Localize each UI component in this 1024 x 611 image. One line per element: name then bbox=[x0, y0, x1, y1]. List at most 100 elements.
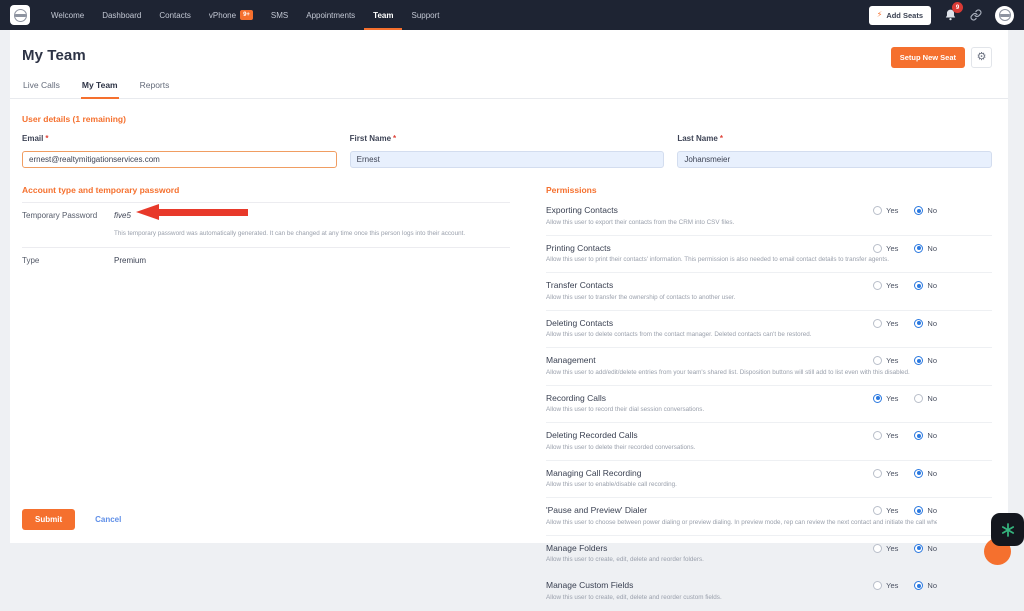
user-details-heading: User details (1 remaining) bbox=[22, 114, 126, 124]
permission-no-option[interactable]: No bbox=[914, 318, 937, 328]
add-seats-button[interactable]: ⚡ Add Seats bbox=[868, 5, 931, 25]
required-marker: * bbox=[393, 134, 397, 143]
permission-yes-option[interactable]: Yes bbox=[873, 468, 898, 478]
permission-yes-option[interactable]: Yes bbox=[873, 281, 898, 290]
nav-item-team[interactable]: Team bbox=[364, 0, 403, 30]
permissions-heading: Permissions bbox=[546, 185, 597, 195]
radio-yes bbox=[873, 468, 883, 478]
permission-no-option[interactable]: No bbox=[914, 206, 937, 215]
required-marker: * bbox=[719, 134, 723, 143]
setup-new-seat-button[interactable]: Setup New Seat bbox=[890, 47, 965, 68]
tab-live-calls[interactable]: Live Calls bbox=[23, 80, 60, 90]
permission-no-option[interactable]: No bbox=[914, 393, 937, 403]
account-heading: Account type and temporary password bbox=[22, 185, 510, 203]
radio-yes bbox=[873, 243, 883, 253]
permission-no-option[interactable]: No bbox=[914, 581, 937, 590]
submit-button[interactable]: Submit bbox=[22, 509, 76, 530]
tab-reports[interactable]: Reports bbox=[139, 80, 170, 90]
assistant-widget[interactable] bbox=[991, 513, 1024, 546]
permission-no-option[interactable]: No bbox=[914, 356, 937, 365]
cancel-link[interactable]: Cancel bbox=[95, 515, 122, 524]
required-marker: * bbox=[45, 134, 49, 143]
temporary-password-value: five5 bbox=[114, 211, 131, 220]
permission-yes-option[interactable]: Yes bbox=[873, 506, 898, 515]
add-seats-icon: ⚡ bbox=[876, 10, 883, 19]
first-name-field[interactable] bbox=[349, 151, 665, 168]
radio-yes bbox=[873, 581, 883, 590]
permission-yes-option[interactable]: Yes bbox=[873, 318, 898, 328]
nav-item-vphone[interactable]: vPhone 9+ bbox=[200, 0, 262, 30]
vphone-count-badge: 9+ bbox=[240, 10, 253, 20]
radio-no bbox=[914, 468, 924, 478]
permission-row: Manage Custom Fields Allow this user to … bbox=[546, 573, 992, 611]
logo-icon bbox=[13, 8, 27, 22]
permission-yes-option[interactable]: Yes bbox=[873, 431, 898, 440]
account-type-value: Premium bbox=[114, 256, 147, 265]
permission-row: Printing Contacts Allow this user to pri… bbox=[546, 236, 992, 273]
first-name-field-group: First Name * bbox=[349, 134, 665, 168]
radio-no bbox=[914, 506, 924, 515]
link-icon bbox=[970, 9, 982, 21]
radio-yes bbox=[873, 356, 883, 365]
gear-icon: ⚙ bbox=[976, 51, 987, 63]
radio-no bbox=[914, 393, 924, 403]
last-name-field[interactable] bbox=[677, 151, 993, 168]
nav-item-contacts[interactable]: Contacts bbox=[159, 10, 191, 20]
permission-yes-option[interactable]: Yes bbox=[873, 206, 898, 215]
temporary-password-note: This temporary password was automaticall… bbox=[114, 230, 466, 237]
radio-no bbox=[914, 281, 924, 290]
email-field-group: Email * bbox=[22, 134, 337, 168]
radio-yes bbox=[873, 506, 883, 515]
permission-no-option[interactable]: No bbox=[914, 243, 937, 253]
permission-row: 'Pause and Preview' Dialer Allow this us… bbox=[546, 498, 992, 536]
account-type-label: Type bbox=[22, 256, 40, 265]
nav-item-appointments[interactable]: Appointments bbox=[306, 10, 356, 20]
permission-yes-option[interactable]: Yes bbox=[873, 393, 898, 403]
permission-no-option[interactable]: No bbox=[914, 506, 937, 515]
temporary-password-row: Temporary Password five5 This temporary … bbox=[22, 203, 510, 248]
permissions-section: Permissions Exporting Contacts Allow thi… bbox=[546, 185, 992, 611]
app-logo bbox=[10, 5, 30, 25]
nav-menu: Welcome Dashboard Contacts vPhone 9+ SMS… bbox=[42, 0, 449, 30]
radio-yes bbox=[873, 431, 883, 440]
permission-no-option[interactable]: No bbox=[914, 281, 937, 290]
permission-row: Deleting Contacts Allow this user to del… bbox=[546, 311, 992, 348]
radio-no bbox=[914, 356, 924, 365]
tab-my-team[interactable]: My Team bbox=[80, 80, 119, 99]
permission-row: Exporting Contacts Allow this user to ex… bbox=[546, 198, 992, 236]
settings-button[interactable]: ⚙ bbox=[971, 47, 992, 68]
user-avatar[interactable] bbox=[995, 5, 1014, 25]
radio-no bbox=[914, 543, 924, 553]
email-field[interactable] bbox=[22, 151, 337, 168]
page-tabs: Live Calls My Team Reports bbox=[10, 80, 1008, 99]
permission-yes-option[interactable]: Yes bbox=[873, 243, 898, 253]
radio-no bbox=[914, 318, 924, 328]
permission-no-option[interactable]: No bbox=[914, 468, 937, 478]
nav-item-support[interactable]: Support bbox=[411, 10, 440, 20]
radio-no bbox=[914, 243, 924, 253]
radio-no bbox=[914, 581, 924, 590]
radio-yes bbox=[873, 206, 883, 215]
integrations-link-button[interactable] bbox=[970, 9, 982, 21]
avatar-logo-icon bbox=[998, 9, 1011, 21]
permission-yes-option[interactable]: Yes bbox=[873, 543, 898, 553]
permission-no-option[interactable]: No bbox=[914, 431, 937, 440]
nav-actions: ⚡ Add Seats 9 bbox=[868, 2, 1014, 25]
notifications-button[interactable]: 9 bbox=[944, 2, 963, 22]
radio-no bbox=[914, 431, 924, 440]
permission-no-option[interactable]: No bbox=[914, 543, 937, 553]
permission-row: Deleting Recorded Calls Allow this user … bbox=[546, 423, 992, 461]
radio-no bbox=[914, 206, 924, 215]
permissions-list: Exporting Contacts Allow this user to ex… bbox=[546, 198, 992, 611]
nav-item-sms[interactable]: SMS bbox=[270, 10, 289, 20]
last-name-field-group: Last Name * bbox=[677, 134, 993, 168]
radio-yes bbox=[873, 393, 883, 403]
radio-yes bbox=[873, 281, 883, 290]
permission-yes-option[interactable]: Yes bbox=[873, 581, 898, 590]
nav-item-dashboard[interactable]: Dashboard bbox=[102, 10, 142, 20]
account-section: Account type and temporary password Temp… bbox=[22, 185, 510, 275]
main-content-card: My Team Setup New Seat ⚙ Live Calls My Te… bbox=[10, 30, 1008, 611]
notification-count-badge: 9 bbox=[952, 2, 963, 13]
nav-item-welcome[interactable]: Welcome bbox=[51, 10, 85, 20]
permission-yes-option[interactable]: Yes bbox=[873, 356, 898, 365]
